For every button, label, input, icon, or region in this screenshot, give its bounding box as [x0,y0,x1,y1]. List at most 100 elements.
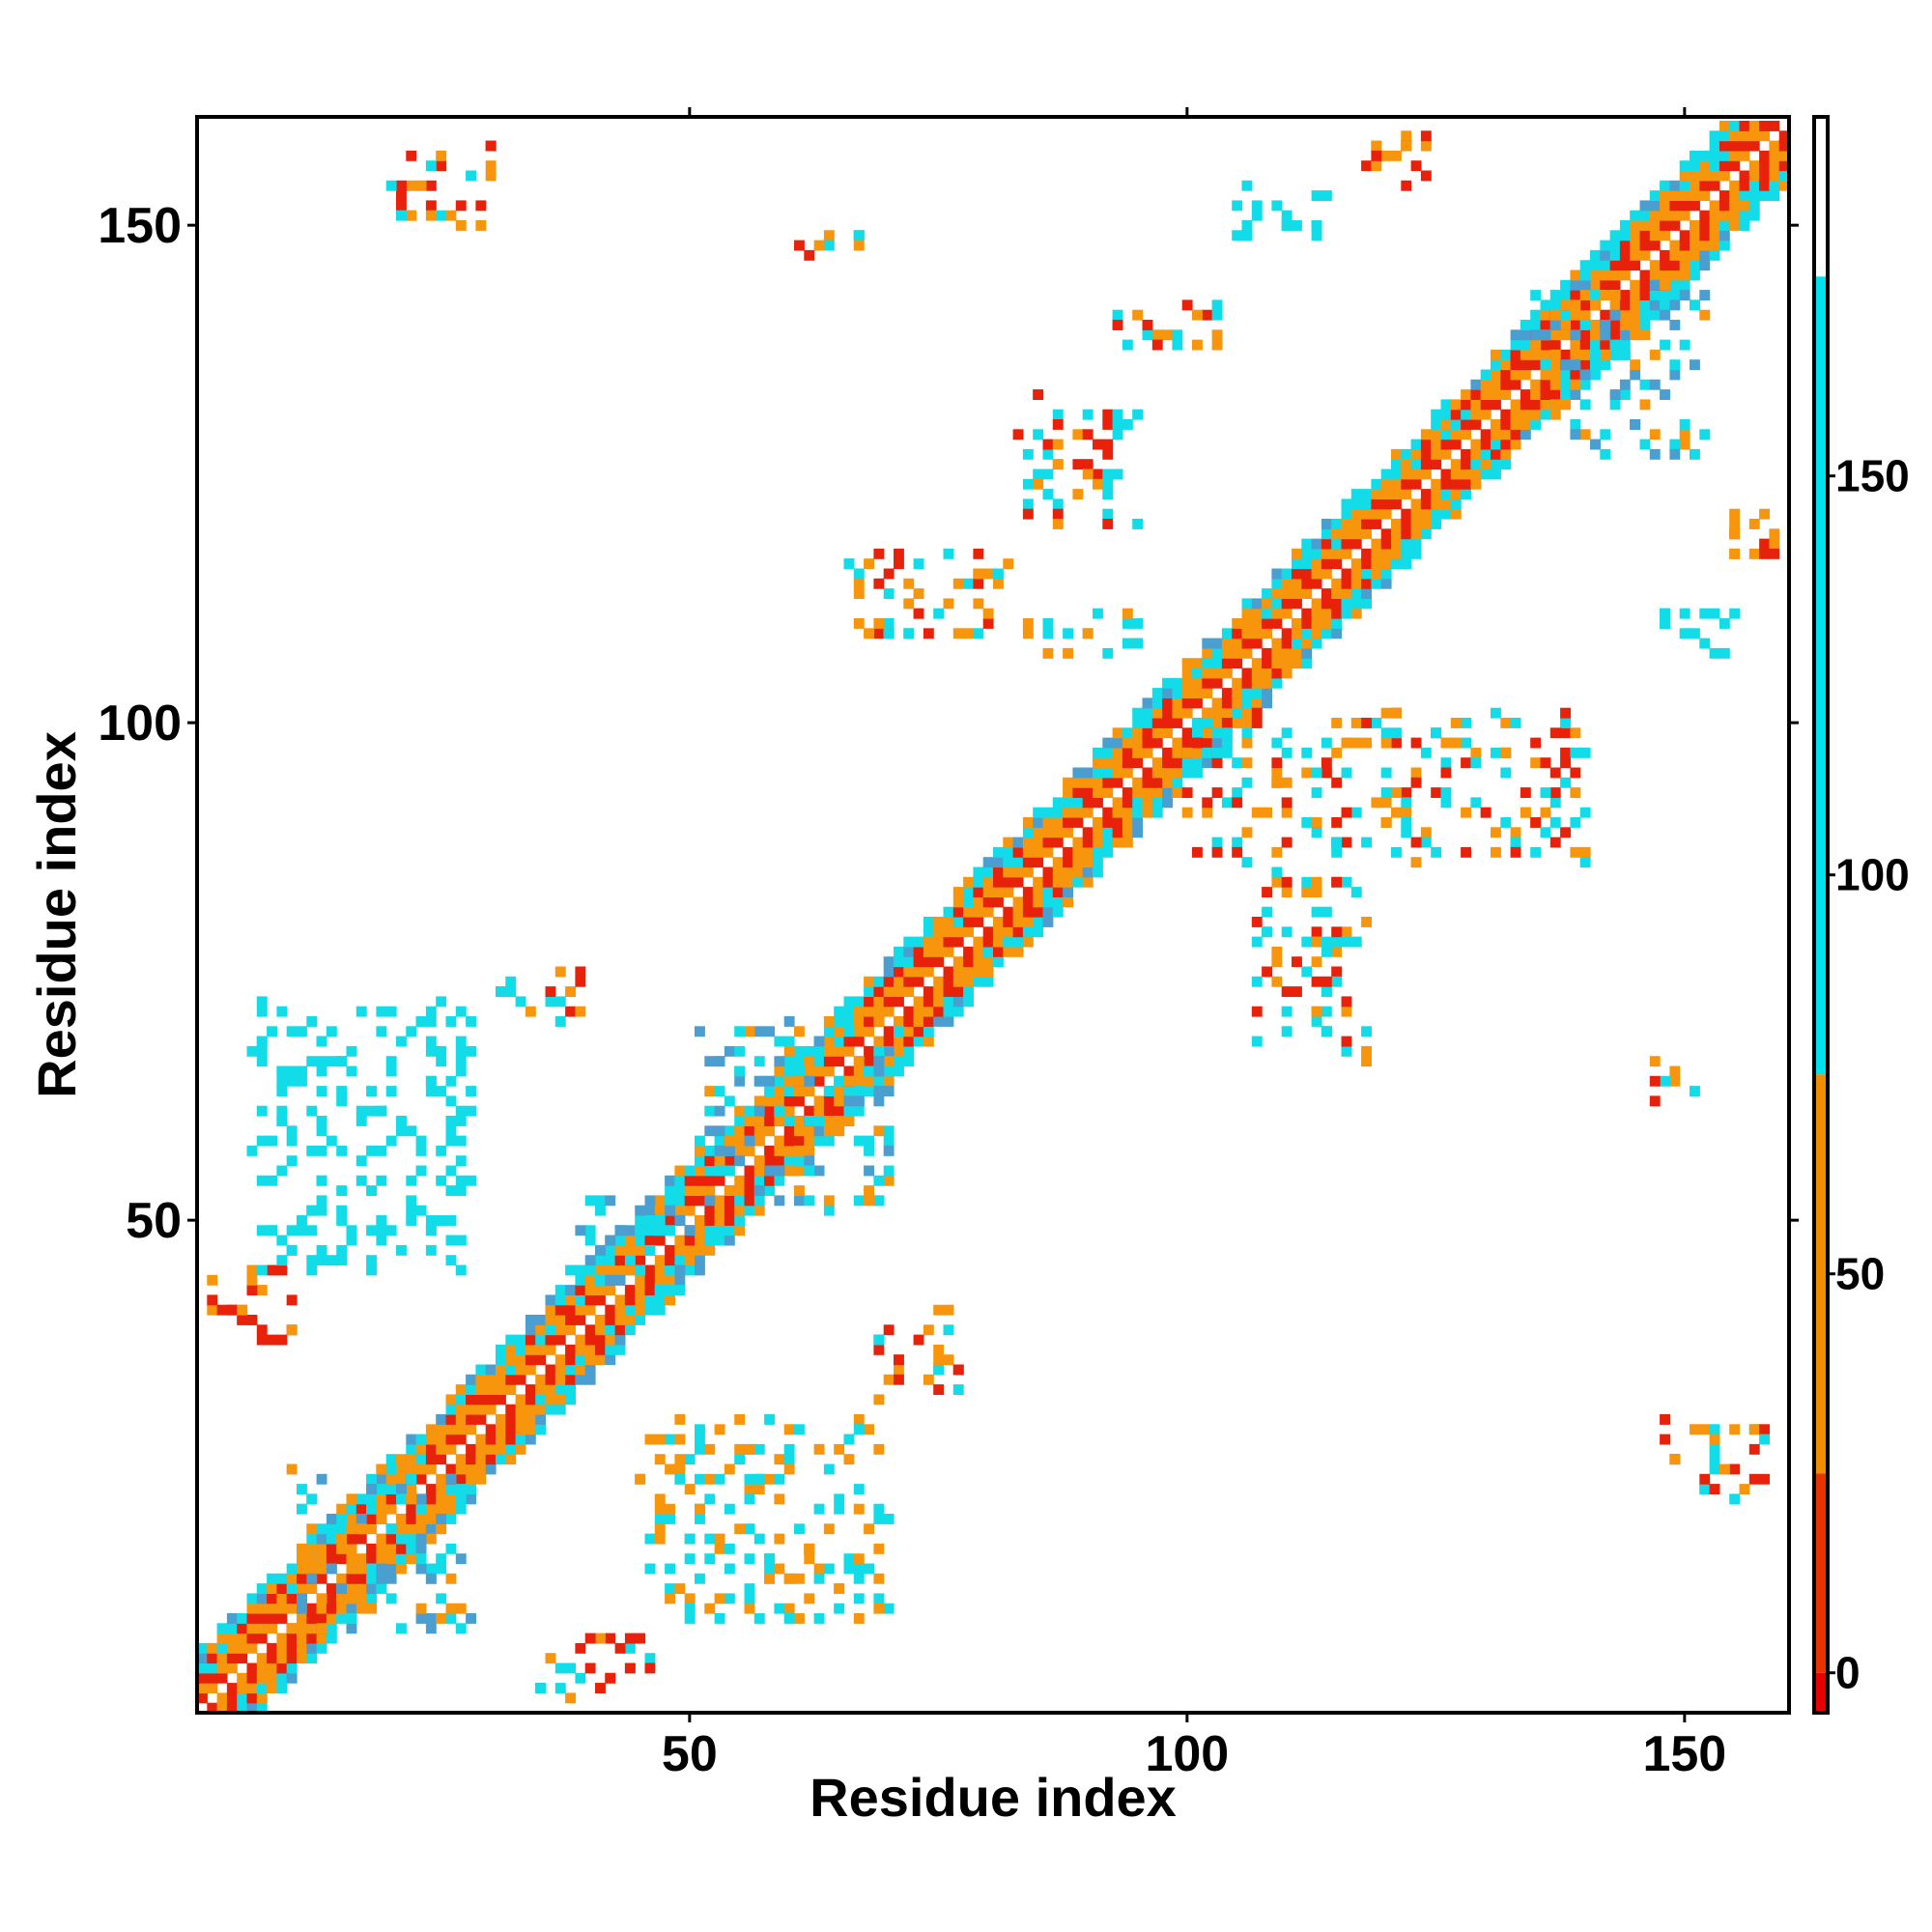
heatmap-cell [1420,519,1432,529]
heatmap-cell [674,1185,686,1196]
heatmap-cell [1132,787,1144,798]
heatmap-cell [1729,519,1741,529]
heatmap-cell [1391,807,1402,818]
heatmap-cell [1172,339,1183,351]
heatmap-cell [1012,936,1024,948]
heatmap-cell [1221,628,1233,639]
heatmap-cell [1520,399,1531,411]
heatmap-cell [1759,121,1770,131]
heatmap-cell [1202,718,1213,728]
heatmap-cell [256,1285,268,1295]
heatmap-cell [1063,876,1073,888]
heatmap-cell [794,1195,805,1207]
heatmap-cell [783,1036,795,1047]
heatmap-cell [575,1315,586,1325]
heatmap-cell [963,946,974,957]
heatmap-cell [644,1244,656,1256]
heatmap-cell [415,1145,427,1156]
heatmap-cell [1530,409,1542,420]
heatmap-cell [1192,737,1203,749]
heatmap-cell [1699,240,1711,251]
heatmap-cell [1321,628,1332,639]
heatmap-cell [1440,787,1452,798]
heatmap-cell [1420,498,1432,510]
heatmap-cell [515,1374,526,1385]
heatmap-cell [1410,737,1422,749]
heatmap-cell [237,1702,248,1714]
heatmap-cell [237,1683,248,1693]
heatmap-cell [744,1443,755,1455]
heatmap-cell [1391,548,1402,559]
heatmap-cell [794,1523,805,1535]
heatmap-cell [1350,887,1362,897]
heatmap-cell [982,608,994,619]
heatmap-cell [1052,876,1064,888]
heatmap-cell [1609,260,1621,271]
heatmap-cell [753,1195,765,1207]
heatmap-cell [1769,150,1780,161]
heatmap-cell [1570,329,1581,341]
heatmap-cell [1281,807,1293,818]
heatmap-cell [1052,827,1064,838]
heatmap-cell [813,1443,825,1455]
heatmap-cell [1232,846,1243,858]
heatmap-cell [1579,349,1591,360]
heatmap-cell [1012,867,1024,878]
heatmap-cell [575,1334,586,1346]
heatmap-cell [1211,668,1223,679]
heatmap-cell [525,1424,536,1435]
heatmap-cell [1033,429,1044,440]
heatmap-cell [1262,807,1272,818]
heatmap-cell [1241,598,1253,610]
heatmap-cell [1570,309,1581,321]
heatmap-cell [794,1065,805,1077]
heatmap-cell [1022,498,1034,510]
heatmap-cell [1549,339,1561,351]
heatmap-cell [1679,210,1690,221]
heatmap-cell [406,1533,417,1545]
heatmap-cell [1093,787,1103,798]
heatmap-cell [1380,787,1392,798]
heatmap-cell [455,1185,467,1196]
heatmap-cell [376,1026,387,1037]
heatmap-cell [1082,787,1094,798]
heatmap-cell [1022,917,1034,927]
heatmap-cell [1042,469,1054,480]
heatmap-cell [1420,469,1432,480]
heatmap-cell [1639,249,1651,261]
heatmap-cell [1739,1484,1750,1494]
heatmap-cell [1082,867,1094,878]
heatmap-cell [853,1095,865,1107]
heatmap-cell [744,1195,755,1207]
heatmap-cell [276,1603,288,1614]
heatmap-cell [1660,210,1670,221]
heatmap-cell [406,1443,417,1455]
heatmap-cell [605,1285,616,1295]
heatmap-cell [654,1255,666,1266]
heatmap-cell [316,1563,327,1575]
heatmap-cell [1151,688,1163,698]
heatmap-cell [1172,707,1183,719]
heatmap-cell [1251,697,1263,709]
heatmap-cell [1232,618,1243,629]
heatmap-cell [923,936,934,948]
heatmap-cell [1739,121,1750,131]
heatmap-cell [475,220,487,231]
heatmap-cell [1082,409,1094,420]
heatmap-cell [1401,459,1412,470]
heatmap-cell [306,1573,318,1584]
heatmap-cell [834,1116,845,1126]
heatmap-cell [256,1045,268,1057]
heatmap-cell [1560,718,1571,728]
heatmap-cell [993,887,1004,897]
heatmap-cell [993,926,1004,938]
heatmap-cell [635,1304,646,1316]
heatmap-cell [306,1255,318,1266]
heatmap-cell [1072,429,1084,440]
heatmap-cell [554,1374,566,1385]
heatmap-cell [256,1105,268,1117]
heatmap-cell [436,210,447,221]
heatmap-cell [753,1056,765,1067]
heatmap-cell [1630,290,1641,300]
heatmap-cell [952,996,964,1008]
